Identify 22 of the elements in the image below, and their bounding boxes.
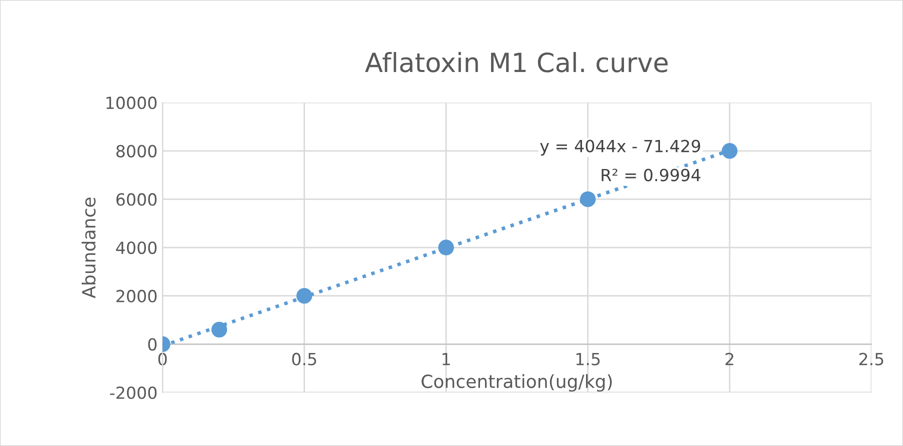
annotation: R² = 0.9994 [602,168,700,182]
x-axis-title: Concentration(ug/kg) [422,374,612,392]
point [580,191,596,208]
x-tick-label: 0.5 [292,352,316,366]
point [722,143,738,159]
y-tick-label: 0 [148,338,157,351]
x-tick-label: 2 [726,352,734,366]
point [211,322,228,338]
x-tick-label: 1.5 [576,353,600,366]
point [296,288,312,304]
y-axis-title: Abundance [82,198,96,298]
x-tick-label: 2.5 [859,352,884,366]
chart-title: Aflatoxin M1 Cal. curve [365,52,668,72]
y-tick-label: 2000 [116,290,157,302]
y-tick-label: 6000 [116,193,157,206]
y-tick-label: 8000 [116,144,157,158]
y-tick-label: -2000 [110,386,157,400]
y-tick-label: 4000 [116,241,157,254]
x-tick-label: 1 [442,353,450,366]
annotation: y = 4044x - 71.429 [540,140,700,156]
point [438,240,454,256]
y-tick-label: 10000 [106,96,157,110]
